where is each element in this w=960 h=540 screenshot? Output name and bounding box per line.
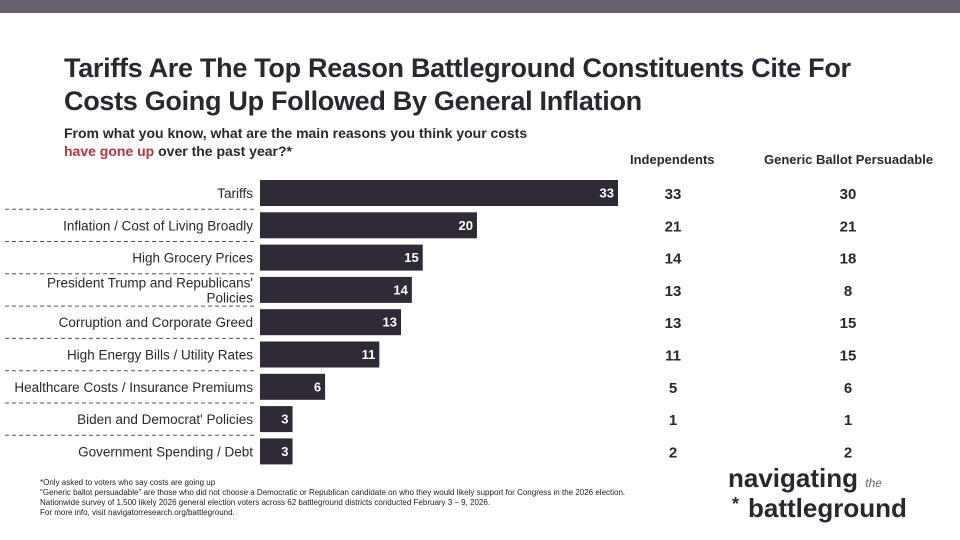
table-value-independents: 33 — [665, 186, 682, 203]
table-value-independents: 14 — [665, 251, 682, 268]
bar-value-label: 6 — [314, 379, 321, 394]
table-value-independents: 5 — [669, 380, 677, 397]
question-highlight: have gone up — [64, 143, 155, 159]
logo-line2: battleground — [748, 493, 907, 523]
category-label: Healthcare Costs / Insurance Premiums — [14, 380, 253, 395]
table-value-persuadable: 8 — [844, 283, 852, 300]
table-value-independents: 13 — [665, 283, 682, 300]
category-label: Biden and Democrat' Policies — [77, 412, 253, 427]
question-after: over the past year?* — [154, 143, 292, 159]
table-value-independents: 1 — [669, 412, 677, 429]
table-value-persuadable: 15 — [840, 348, 857, 365]
table-value-persuadable: 1 — [844, 412, 852, 429]
footnote-2: "Generic ballot persuadable" are those w… — [40, 488, 626, 497]
category-label: Government Spending / Debt — [78, 444, 253, 459]
footnote-3: Nationwide survey of 1,500 likely 2026 g… — [40, 498, 491, 507]
bar-value-label: 11 — [362, 347, 376, 362]
bar — [260, 180, 618, 206]
logo-line1: navigating — [728, 463, 859, 493]
table-value-persuadable: 18 — [840, 251, 857, 268]
page-title: Tariffs Are The Top Reason Battleground … — [64, 53, 851, 116]
category-label: Policies — [206, 290, 253, 305]
category-label: Inflation / Cost of Living Broadly — [63, 218, 253, 233]
logo-the: the — [865, 476, 882, 490]
bar-value-label: 14 — [393, 282, 408, 297]
table-value-persuadable: 6 — [844, 380, 852, 397]
column-header-independents: Independents — [630, 152, 715, 167]
bar — [260, 438, 293, 465]
column-header-persuadable: Generic Ballot Persuadable — [764, 152, 934, 167]
bar — [260, 341, 380, 368]
bar — [260, 309, 402, 336]
top-bar — [0, 0, 960, 13]
table-value-persuadable: 21 — [840, 218, 857, 235]
footnote-4: For more info, visit navigatorresearch.o… — [40, 508, 235, 517]
table-value-independents: 13 — [665, 315, 682, 332]
table-value-independents: 11 — [665, 348, 681, 365]
logo-star: * — [732, 494, 740, 514]
table-value-persuadable: 15 — [840, 315, 857, 332]
bar-value-label: 3 — [281, 412, 288, 427]
bar-value-label: 13 — [383, 315, 397, 330]
table-value-independents: 2 — [669, 444, 677, 461]
logo: navigating the * battleground — [728, 463, 907, 523]
footnote-1: *Only asked to voters who say costs are … — [40, 478, 216, 487]
category-label: High Energy Bills / Utility Rates — [67, 348, 253, 363]
category-label: Corruption and Corporate Greed — [59, 315, 253, 330]
bar-value-label: 3 — [281, 444, 288, 459]
table-value-persuadable: 30 — [840, 186, 857, 203]
bar-value-label: 15 — [404, 250, 418, 265]
category-label: Tariffs — [217, 186, 253, 201]
bar — [260, 406, 293, 433]
question-text: From what you know, what are the main re… — [64, 124, 544, 160]
bar — [260, 276, 412, 303]
bar — [260, 244, 423, 271]
footnotes: *Only asked to voters who say costs are … — [40, 478, 660, 518]
category-label: High Grocery Prices — [132, 251, 253, 266]
bar-value-label: 20 — [459, 218, 473, 233]
bar — [260, 373, 326, 400]
category-label: President Trump and Republicans' — [47, 275, 253, 290]
bar — [260, 212, 477, 239]
table-value-persuadable: 2 — [844, 444, 852, 461]
question-before: From what you know, what are the main re… — [64, 125, 528, 141]
table-value-independents: 21 — [665, 218, 682, 235]
bar-value-label: 33 — [600, 186, 614, 201]
